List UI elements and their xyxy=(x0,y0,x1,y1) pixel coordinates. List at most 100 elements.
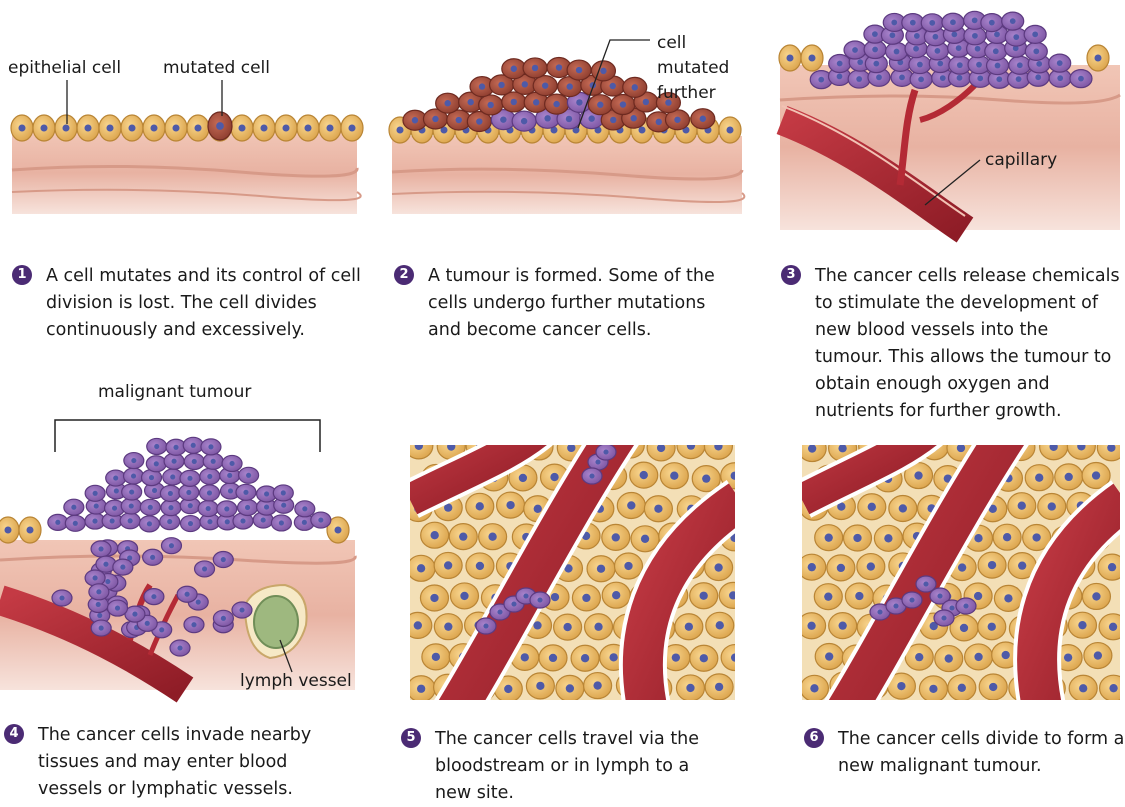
tissue-cell xyxy=(947,674,977,700)
tissue-cell xyxy=(977,551,1007,579)
tissue-cell xyxy=(583,613,614,641)
tissue-cell xyxy=(963,643,994,671)
cancer-cell xyxy=(179,497,201,515)
tissue-cell xyxy=(465,492,495,520)
epithelial-cell-label: epithelial cell xyxy=(8,58,122,78)
cancer-cell xyxy=(310,511,332,529)
cancer-cell xyxy=(511,110,537,132)
tissue-cell xyxy=(433,551,463,580)
cancer-cell xyxy=(51,589,73,607)
tissue-cell xyxy=(888,494,918,523)
cancer-cell xyxy=(1004,27,1028,47)
step-number-badge: 5 xyxy=(401,728,421,748)
cancer-cell xyxy=(90,619,112,637)
cancer-cell xyxy=(160,499,182,517)
cancer-cell xyxy=(197,499,219,518)
tissue-cell xyxy=(410,675,436,700)
tissue-cell xyxy=(704,553,734,582)
cancer-cell xyxy=(84,569,106,587)
step-number-badge: 3 xyxy=(781,265,801,285)
cancer-cell xyxy=(901,13,925,33)
mutated-cell xyxy=(501,58,527,80)
cancer-cell xyxy=(159,484,181,503)
cancer-cell xyxy=(63,498,85,516)
cancer-cell xyxy=(84,484,106,502)
cancer-cell xyxy=(1008,55,1032,75)
tissue-cell xyxy=(553,613,583,641)
cancer-cell xyxy=(294,500,316,518)
cancer-cell xyxy=(105,482,127,500)
tissue-cell xyxy=(419,584,450,612)
cancer-cell xyxy=(199,513,221,531)
cancer-cell xyxy=(200,438,222,456)
cancer-cell xyxy=(216,500,238,518)
epithelial-cell xyxy=(76,114,100,142)
cancer-cell xyxy=(87,595,109,614)
epithelial-cell xyxy=(800,44,824,72)
epithelial-cell xyxy=(142,114,166,142)
tissue-cell xyxy=(571,584,602,612)
cancer-cell xyxy=(112,558,134,576)
epithelial-cell xyxy=(326,516,350,544)
epithelial-cell xyxy=(98,114,122,142)
tissue-cell xyxy=(1022,523,1052,552)
tissue-cell xyxy=(465,552,495,580)
tissue-cell xyxy=(991,641,1021,669)
mutated-cell xyxy=(590,60,617,82)
cancer-cell xyxy=(963,10,987,30)
tissue-cell xyxy=(421,643,451,671)
tissue-cell xyxy=(1098,613,1120,641)
tissue-cell xyxy=(1081,582,1112,611)
mutated-cell xyxy=(587,94,613,116)
tissue-cell xyxy=(630,525,660,553)
cancer-cell xyxy=(1023,24,1047,44)
tissue-cell xyxy=(675,674,706,700)
tissue-cell xyxy=(583,671,613,700)
cancer-cell xyxy=(948,55,972,75)
tissue-cell xyxy=(555,674,585,700)
tissue-cell xyxy=(643,495,674,523)
cancer-cell xyxy=(270,514,293,532)
tumour-cluster xyxy=(809,10,1093,90)
step-text: The cancer cells invade nearby tissues a… xyxy=(38,725,312,799)
epithelial-cell xyxy=(296,114,320,142)
cancer-cell xyxy=(529,591,551,609)
tissue-cell xyxy=(1068,674,1098,700)
tissue-cell xyxy=(613,552,644,580)
cancer-cell xyxy=(202,452,224,470)
tissue-cell xyxy=(1081,461,1111,490)
epithelial-cell xyxy=(32,114,56,142)
cancer-cell xyxy=(138,515,161,533)
tissue-cell xyxy=(495,491,526,519)
cancer-cell xyxy=(106,599,129,617)
tissue-cell xyxy=(802,445,827,463)
epithelial-cell xyxy=(0,516,20,544)
epithelial-cell xyxy=(164,114,188,142)
tissue-cell xyxy=(703,445,734,460)
tissue-cell xyxy=(977,613,1007,641)
cancer-cell xyxy=(88,583,110,601)
cancer-cell xyxy=(160,537,183,555)
cancer-cell xyxy=(119,512,141,530)
cancer-cell xyxy=(920,13,944,33)
tissue-cell xyxy=(978,673,1008,700)
step-text: The cancer cells travel via the bloodstr… xyxy=(435,729,700,803)
tissue-cell xyxy=(410,611,433,639)
step-text: A tumour is formed. Some of the cells un… xyxy=(428,266,715,340)
tissue-cell xyxy=(814,524,844,552)
tumour-bracket xyxy=(54,419,321,452)
tissue-cell xyxy=(934,644,964,673)
epithelial-cell xyxy=(318,114,342,142)
cancer-cell xyxy=(121,483,143,501)
tissue-cell xyxy=(704,673,734,700)
tissue-cell xyxy=(856,552,886,581)
step-number-badge: 2 xyxy=(394,265,414,285)
tissue-cell xyxy=(1007,492,1037,520)
tissue-cell xyxy=(525,672,555,700)
tissue-cell xyxy=(813,583,843,611)
cancer-cell xyxy=(843,40,867,60)
panel-4-illustration xyxy=(0,419,357,703)
tissue-cell xyxy=(689,644,719,672)
cancer-cell xyxy=(142,548,164,566)
cancer-cell xyxy=(145,455,167,473)
